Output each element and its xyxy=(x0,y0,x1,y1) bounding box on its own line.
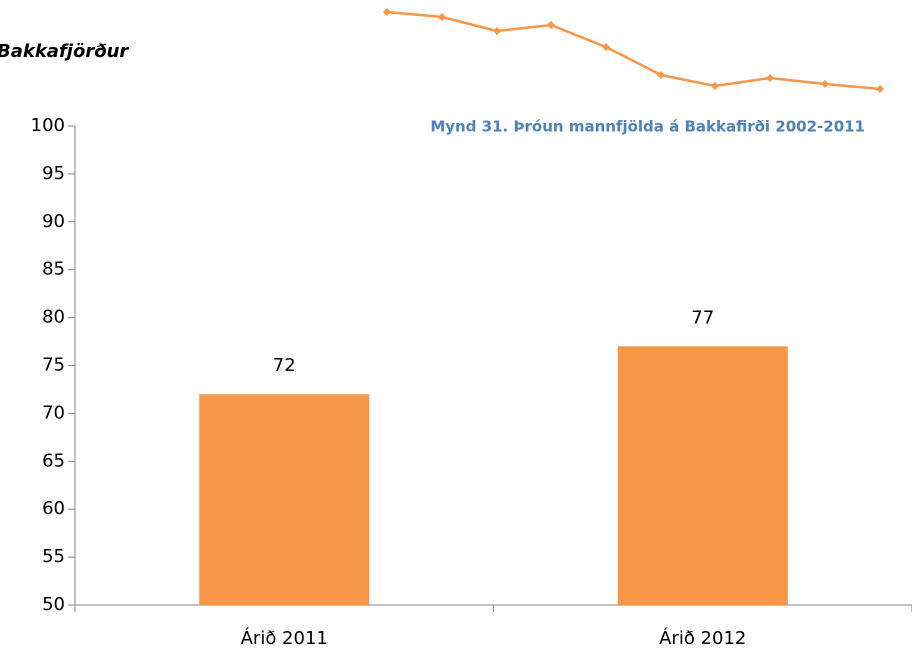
y-tick-label: 75 xyxy=(42,355,65,376)
y-tick-label: 60 xyxy=(42,498,65,519)
y-tick-label: 65 xyxy=(42,450,65,471)
bar xyxy=(617,346,788,605)
y-tick-label: 70 xyxy=(42,402,65,423)
y-tick-label: 55 xyxy=(42,546,65,567)
bar xyxy=(199,394,370,605)
heading: Bakkafjörður xyxy=(0,41,129,62)
x-tick-label: Árið 2011 xyxy=(241,627,328,649)
y-tick-label: 80 xyxy=(42,307,65,328)
caption: Mynd 31. Þróun mannfjölda á Bakkafirði 2… xyxy=(430,118,865,136)
y-tick-label: 85 xyxy=(42,259,65,280)
x-tick-label: Árið 2012 xyxy=(659,627,746,649)
line xyxy=(386,10,881,91)
y-tick-label: 100 xyxy=(31,115,65,136)
cropped-line-chart xyxy=(383,8,884,93)
data-label: 72 xyxy=(273,355,296,376)
y-tick-label: 90 xyxy=(42,211,65,232)
data-label: 77 xyxy=(691,307,714,328)
y-tick-label: 50 xyxy=(42,594,65,615)
y-tick-label: 95 xyxy=(42,163,65,184)
